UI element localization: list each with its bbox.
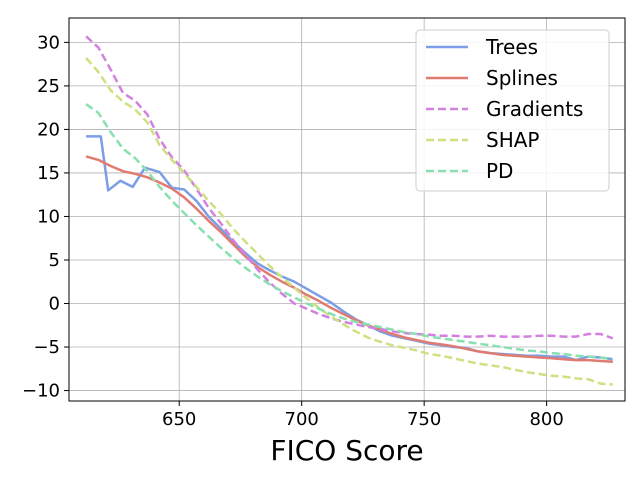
x-tick-label: 650: [162, 409, 196, 430]
y-tick-label: 25: [37, 76, 60, 97]
legend-label-splines: Splines: [486, 66, 558, 90]
y-tick-label: 20: [37, 119, 60, 140]
x-axis-ticks: 650 700 750 800: [162, 401, 564, 430]
x-tick-label: 800: [529, 409, 563, 430]
legend: Trees Splines Gradients SHAP PD: [415, 29, 610, 192]
y-tick-label: −10: [22, 381, 60, 402]
plot-frame: [68, 17, 626, 402]
y-tick-label: 15: [37, 163, 60, 184]
y-tick-label: −5: [33, 337, 60, 358]
x-axis-label: FICO Score: [270, 434, 423, 467]
series-line-shap: [85, 57, 613, 386]
legend-label-gradients: Gradients: [486, 97, 583, 121]
x-tick-label: 750: [407, 409, 441, 430]
legend-label-shap: SHAP: [486, 128, 539, 152]
y-tick-label: 30: [37, 32, 60, 53]
series-line-splines: [85, 155, 613, 364]
y-axis-ticks: −10 −5 0 5 10 15 20 25 30: [22, 32, 69, 402]
legend-box: [415, 29, 610, 192]
series-lines: [85, 35, 614, 386]
legend-label-trees: Trees: [485, 35, 538, 59]
y-tick-label: 5: [49, 250, 60, 271]
legend-label-pd: PD: [486, 159, 513, 183]
x-tick-label: 700: [285, 409, 319, 430]
y-tick-label: 0: [49, 294, 60, 315]
series-line-gradients: [85, 35, 614, 340]
y-tick-label: 10: [37, 206, 60, 227]
series-line-pd: [85, 103, 613, 361]
